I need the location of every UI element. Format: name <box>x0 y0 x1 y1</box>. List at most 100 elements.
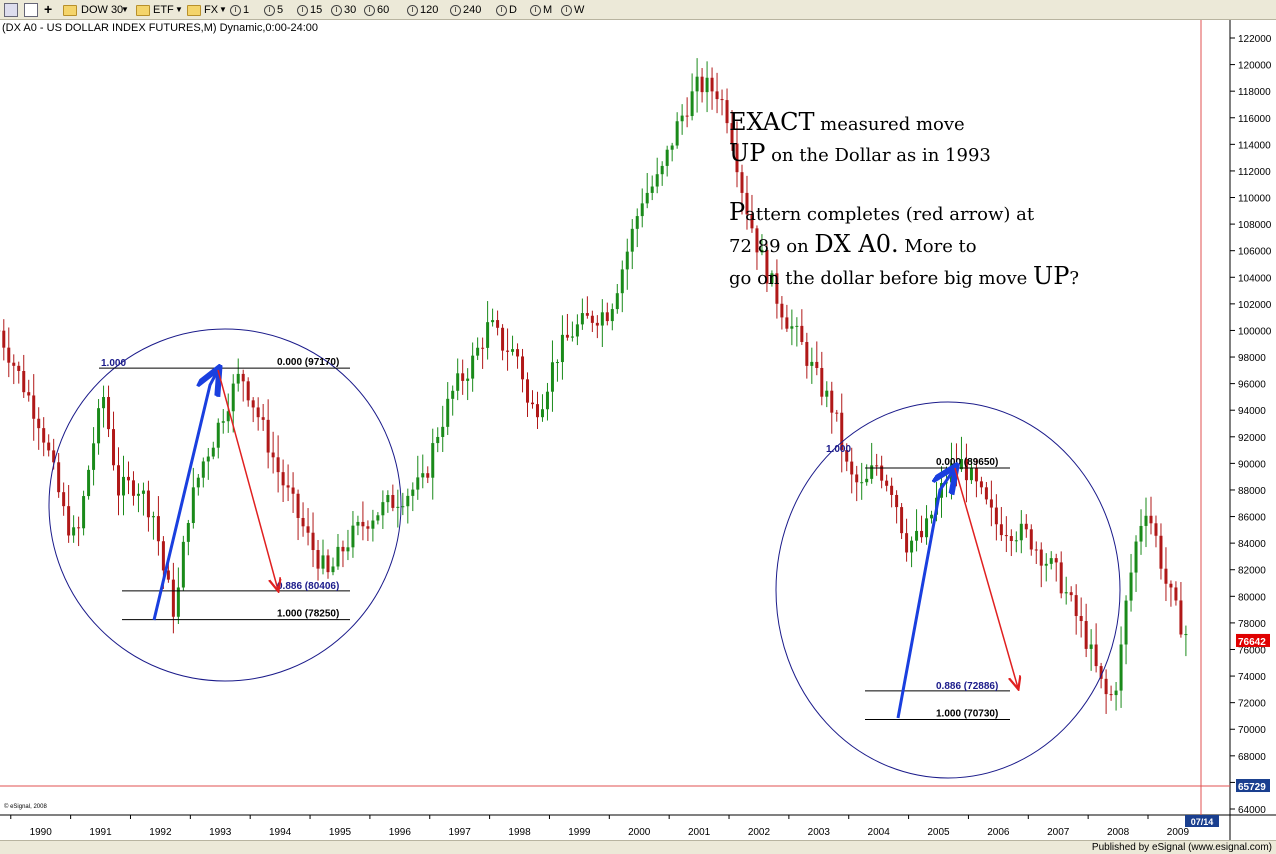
clock-icon: I <box>364 4 375 16</box>
clock-icon: I <box>264 4 275 16</box>
candle-body <box>1149 515 1153 524</box>
etf-menu[interactable]: ETF <box>153 4 174 16</box>
add-icon[interactable]: + <box>44 1 53 17</box>
candle-body <box>580 313 584 325</box>
candle-body <box>855 474 859 483</box>
candle-body <box>555 362 559 364</box>
candle-body <box>1144 515 1148 526</box>
candle-body <box>610 309 614 322</box>
interval-button-240[interactable]: I 240 <box>450 2 481 18</box>
candle-body <box>1049 558 1053 564</box>
candle-body <box>770 273 774 284</box>
candle-body <box>930 514 934 519</box>
candle-body <box>451 390 455 399</box>
candle-body <box>920 530 924 538</box>
candle-body <box>535 404 539 418</box>
candle-body <box>585 313 589 316</box>
candle-body <box>760 249 764 253</box>
candle-body <box>595 322 599 326</box>
candle-body <box>1129 572 1133 601</box>
candle-body <box>805 341 809 366</box>
candle-body <box>196 477 200 488</box>
chart-title: (DX A0 - US DOLLAR INDEX FUTURES,M) Dyna… <box>2 22 319 34</box>
candle-body <box>416 477 420 490</box>
candle-body <box>1164 568 1168 584</box>
chart-grid-icon[interactable] <box>4 3 18 17</box>
x-tick-label: 2007 <box>1047 827 1070 838</box>
candle-body <box>1184 634 1188 636</box>
published-by: Published by eSignal (www.esignal.com) <box>1091 842 1272 853</box>
interval-label: 5 <box>277 4 284 16</box>
x-tick-label: 1995 <box>329 827 352 838</box>
candle-body <box>521 356 525 380</box>
candle-body <box>311 532 315 551</box>
x-tick-label: 1991 <box>89 827 112 838</box>
candle-body <box>471 355 475 379</box>
candle-body <box>625 251 629 270</box>
page-icon[interactable] <box>24 3 38 17</box>
interval-button-60[interactable]: I 60 <box>364 2 389 18</box>
candle-body <box>516 349 520 357</box>
dropdown-arrow-icon[interactable]: ▼ <box>219 5 227 14</box>
candle-body <box>655 174 659 187</box>
interval-button-120[interactable]: I 120 <box>407 2 438 18</box>
dow30-menu[interactable]: DOW 30 <box>81 4 124 16</box>
candle-body <box>246 381 250 401</box>
candle-body <box>660 165 664 175</box>
dropdown-arrow-icon[interactable]: ▼ <box>121 5 129 14</box>
y-tick-label: 98000 <box>1238 353 1266 364</box>
candle-body <box>1094 644 1098 667</box>
candle-body <box>476 347 480 356</box>
y-tick-label: 64000 <box>1238 805 1266 816</box>
candle-body <box>999 524 1003 536</box>
candle-body <box>321 555 325 569</box>
clock-icon: I <box>297 4 308 16</box>
x-tick-label: 2001 <box>688 827 711 838</box>
red-arrow-left <box>217 369 278 590</box>
y-tick-label: 80000 <box>1238 592 1266 603</box>
candle-body <box>1029 529 1033 550</box>
y-tick-label: 96000 <box>1238 380 1266 391</box>
y-tick-label: 90000 <box>1238 459 1266 470</box>
interval-button-30[interactable]: I 30 <box>331 2 356 18</box>
candle-body <box>1044 563 1048 566</box>
highlight-circle-right <box>775 401 1121 779</box>
candle-body <box>92 443 96 470</box>
interval-label: M <box>543 4 553 16</box>
dropdown-arrow-icon[interactable]: ▼ <box>175 5 183 14</box>
candle-body <box>236 373 240 384</box>
candle-body <box>121 476 125 496</box>
y-tick-label: 122000 <box>1238 34 1272 45</box>
interval-button-15[interactable]: I 15 <box>297 2 322 18</box>
toolbar: + DOW 30 ▼ ETF ▼ FX ▼ I 1 I 5 I 15 I 30 I 60 I 120 I… <box>0 0 1276 20</box>
candle-body <box>890 485 894 495</box>
candle-body <box>271 452 275 458</box>
fib-left-bottom-label: 1.000 (78250) <box>277 609 339 620</box>
candle-body <box>7 347 11 363</box>
y-tick-label: 108000 <box>1238 220 1272 231</box>
fx-menu[interactable]: FX <box>204 4 219 16</box>
annotation-line-1: EXACT measured move <box>729 108 965 136</box>
candle-body <box>191 487 195 524</box>
x-tick-label: 2003 <box>808 827 831 838</box>
annotation-line-3: Pattern completes (red arrow) at <box>729 198 1035 226</box>
candle-body <box>306 526 310 533</box>
clock-icon: I <box>530 4 541 16</box>
candle-body <box>1089 644 1093 649</box>
candle-body <box>715 91 719 100</box>
candle-body <box>466 378 470 381</box>
annotation-line-5: go on the dollar before big move UP? <box>729 262 1080 290</box>
candle-body <box>231 383 235 412</box>
candle-body <box>446 398 450 427</box>
candle-body <box>765 249 769 284</box>
x-tick-label: 1993 <box>209 827 232 838</box>
candle-body <box>511 349 515 352</box>
y-tick-label: 82000 <box>1238 566 1266 577</box>
candle-body <box>82 496 86 529</box>
